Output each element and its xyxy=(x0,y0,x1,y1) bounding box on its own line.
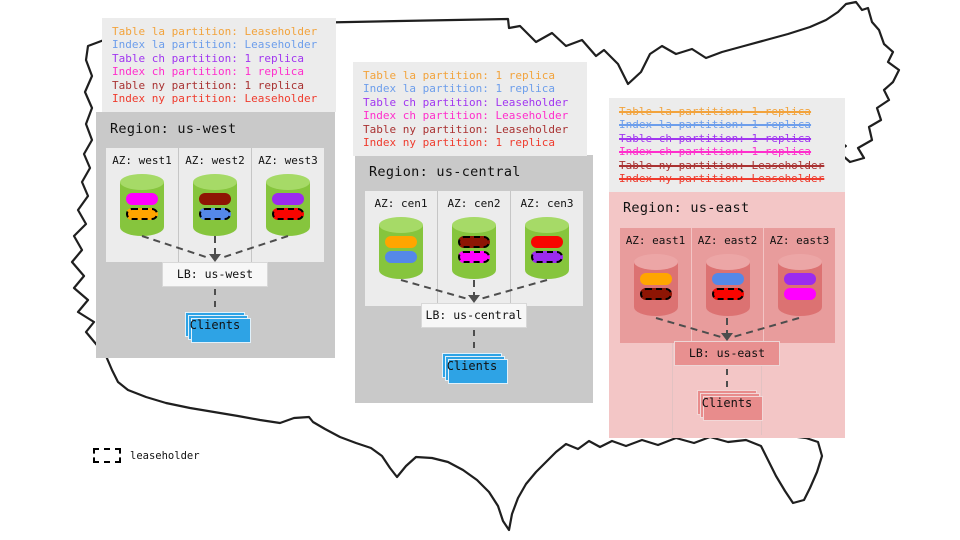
az-cen2: AZ: cen2 xyxy=(437,191,510,306)
region-title: Region: us-central xyxy=(369,164,521,180)
db-node-cylinder xyxy=(452,217,496,279)
az-label: AZ: cen3 xyxy=(520,197,574,210)
partition-pill xyxy=(711,273,744,285)
db-node-cylinder xyxy=(777,254,822,316)
az-label: AZ: cen1 xyxy=(374,197,428,210)
cylinder-top xyxy=(379,217,423,233)
db-node-cylinder xyxy=(193,174,237,236)
db-node-cylinder xyxy=(266,174,310,236)
region-us-central: Region: us-central AZ: cen1 AZ: cen2 xyxy=(355,155,593,403)
az-west3: AZ: west3 xyxy=(251,148,324,262)
partition-pill xyxy=(531,251,563,263)
annotation-line: Table la partition: Leaseholder xyxy=(112,25,318,38)
az-label: AZ: east2 xyxy=(697,234,758,247)
annotation-line: Index ch partition: 1 replica xyxy=(619,145,812,159)
annotation-box-us-central: Table la partition: 1 replica Index la p… xyxy=(353,62,587,157)
annotation-line: Table ny partition: Leaseholder xyxy=(619,158,825,172)
az-label: AZ: west2 xyxy=(185,154,245,167)
cylinder-top xyxy=(193,174,237,190)
az-east1: AZ: east1 xyxy=(620,228,691,343)
db-node-cylinder xyxy=(120,174,164,236)
partition-pill xyxy=(531,236,563,248)
partition-pill xyxy=(458,236,490,248)
az-east2: AZ: east2 xyxy=(691,228,763,343)
partition-pill xyxy=(711,288,744,300)
partition-pill xyxy=(783,273,816,285)
partition-pill xyxy=(272,208,304,220)
cylinder-top xyxy=(705,254,750,270)
legend-label: leaseholder xyxy=(130,449,200,462)
az-cen3: AZ: cen3 xyxy=(510,191,583,306)
load-balancer-us-west: LB: us-west xyxy=(162,262,268,287)
db-node-cylinder xyxy=(525,217,569,279)
az-label: AZ: west1 xyxy=(112,154,172,167)
az-label: AZ: east1 xyxy=(625,234,686,247)
partition-pill xyxy=(126,208,158,220)
partition-pill xyxy=(199,208,231,220)
annotation-line: Index la partition: 1 replica xyxy=(363,82,556,96)
column-guide-line xyxy=(672,343,673,435)
annotation-line: Index ch partition: 1 replica xyxy=(112,65,305,79)
clients-box-us-west: Clients xyxy=(185,312,245,337)
az-label: AZ: east3 xyxy=(769,234,830,247)
partition-pill xyxy=(199,193,231,205)
cylinder-top xyxy=(633,254,678,270)
legend: leaseholder xyxy=(93,448,200,463)
annotation-line: Table ch partition: 1 replica xyxy=(619,131,812,145)
partition-pill xyxy=(639,273,672,285)
annotation-box-us-west: Table la partition: Leaseholder Index la… xyxy=(102,18,336,113)
partition-pill xyxy=(126,193,158,205)
annotation-line: Index ny partition: 1 replica xyxy=(363,136,556,150)
cylinder-top xyxy=(777,254,822,270)
annotation-line: Index la partition: Leaseholder xyxy=(112,38,318,52)
annotation-line: Table ch partition: Leaseholder xyxy=(363,95,569,109)
az-label: AZ: cen2 xyxy=(447,197,501,210)
cylinder-top xyxy=(452,217,496,233)
column-guide-line xyxy=(761,343,762,435)
cylinder-top xyxy=(525,217,569,233)
partition-pill xyxy=(385,251,417,263)
az-container: AZ: west1 AZ: west2 AZ: west3 xyxy=(106,148,324,262)
annotation-line: Index la partition: 1 replica xyxy=(619,118,812,132)
partition-pill xyxy=(783,288,816,300)
clients-box-us-central: Clients xyxy=(442,353,502,378)
db-node-cylinder xyxy=(379,217,423,279)
az-label: AZ: west3 xyxy=(258,154,318,167)
cylinder-top xyxy=(266,174,310,190)
annotation-line: Index ny partition: Leaseholder xyxy=(619,172,825,186)
annotation-line: Index ch partition: Leaseholder xyxy=(363,109,569,123)
partition-pill xyxy=(639,288,672,300)
az-container: AZ: east1 AZ: east2 AZ: east3 xyxy=(620,228,835,343)
annotation-line: Table ny partition: 1 replica xyxy=(112,78,305,92)
cylinder-top xyxy=(120,174,164,190)
az-east3: AZ: east3 xyxy=(763,228,835,343)
load-balancer-us-central: LB: us-central xyxy=(421,303,527,328)
partition-pill xyxy=(385,236,417,248)
partition-pill xyxy=(272,193,304,205)
annotation-line: Table ny partition: Leaseholder xyxy=(363,122,569,136)
db-node-cylinder xyxy=(633,254,678,316)
az-west1: AZ: west1 xyxy=(106,148,178,262)
leaseholder-swatch-icon xyxy=(93,448,121,463)
annotation-box-us-east: Table la partition: 1 replica Index la p… xyxy=(609,98,845,193)
annotation-line: Table la partition: 1 replica xyxy=(619,105,812,118)
region-us-west: Region: us-west AZ: west1 AZ: west2 xyxy=(96,112,335,358)
region-us-east: Region: us-east AZ: east1 AZ: east2 xyxy=(609,191,845,438)
annotation-line: Index ny partition: Leaseholder xyxy=(112,92,318,106)
annotation-line: Table la partition: 1 replica xyxy=(363,69,556,82)
region-title: Region: us-east xyxy=(623,200,750,216)
partition-pill xyxy=(458,251,490,263)
az-cen1: AZ: cen1 xyxy=(365,191,437,306)
load-balancer-us-east: LB: us-east xyxy=(674,341,780,366)
az-container: AZ: cen1 AZ: cen2 AZ: cen3 xyxy=(365,191,583,306)
clients-box-us-east: Clients xyxy=(697,390,757,415)
db-node-cylinder xyxy=(705,254,750,316)
az-west2: AZ: west2 xyxy=(178,148,251,262)
annotation-line: Table ch partition: 1 replica xyxy=(112,51,305,65)
region-title: Region: us-west xyxy=(110,121,237,137)
